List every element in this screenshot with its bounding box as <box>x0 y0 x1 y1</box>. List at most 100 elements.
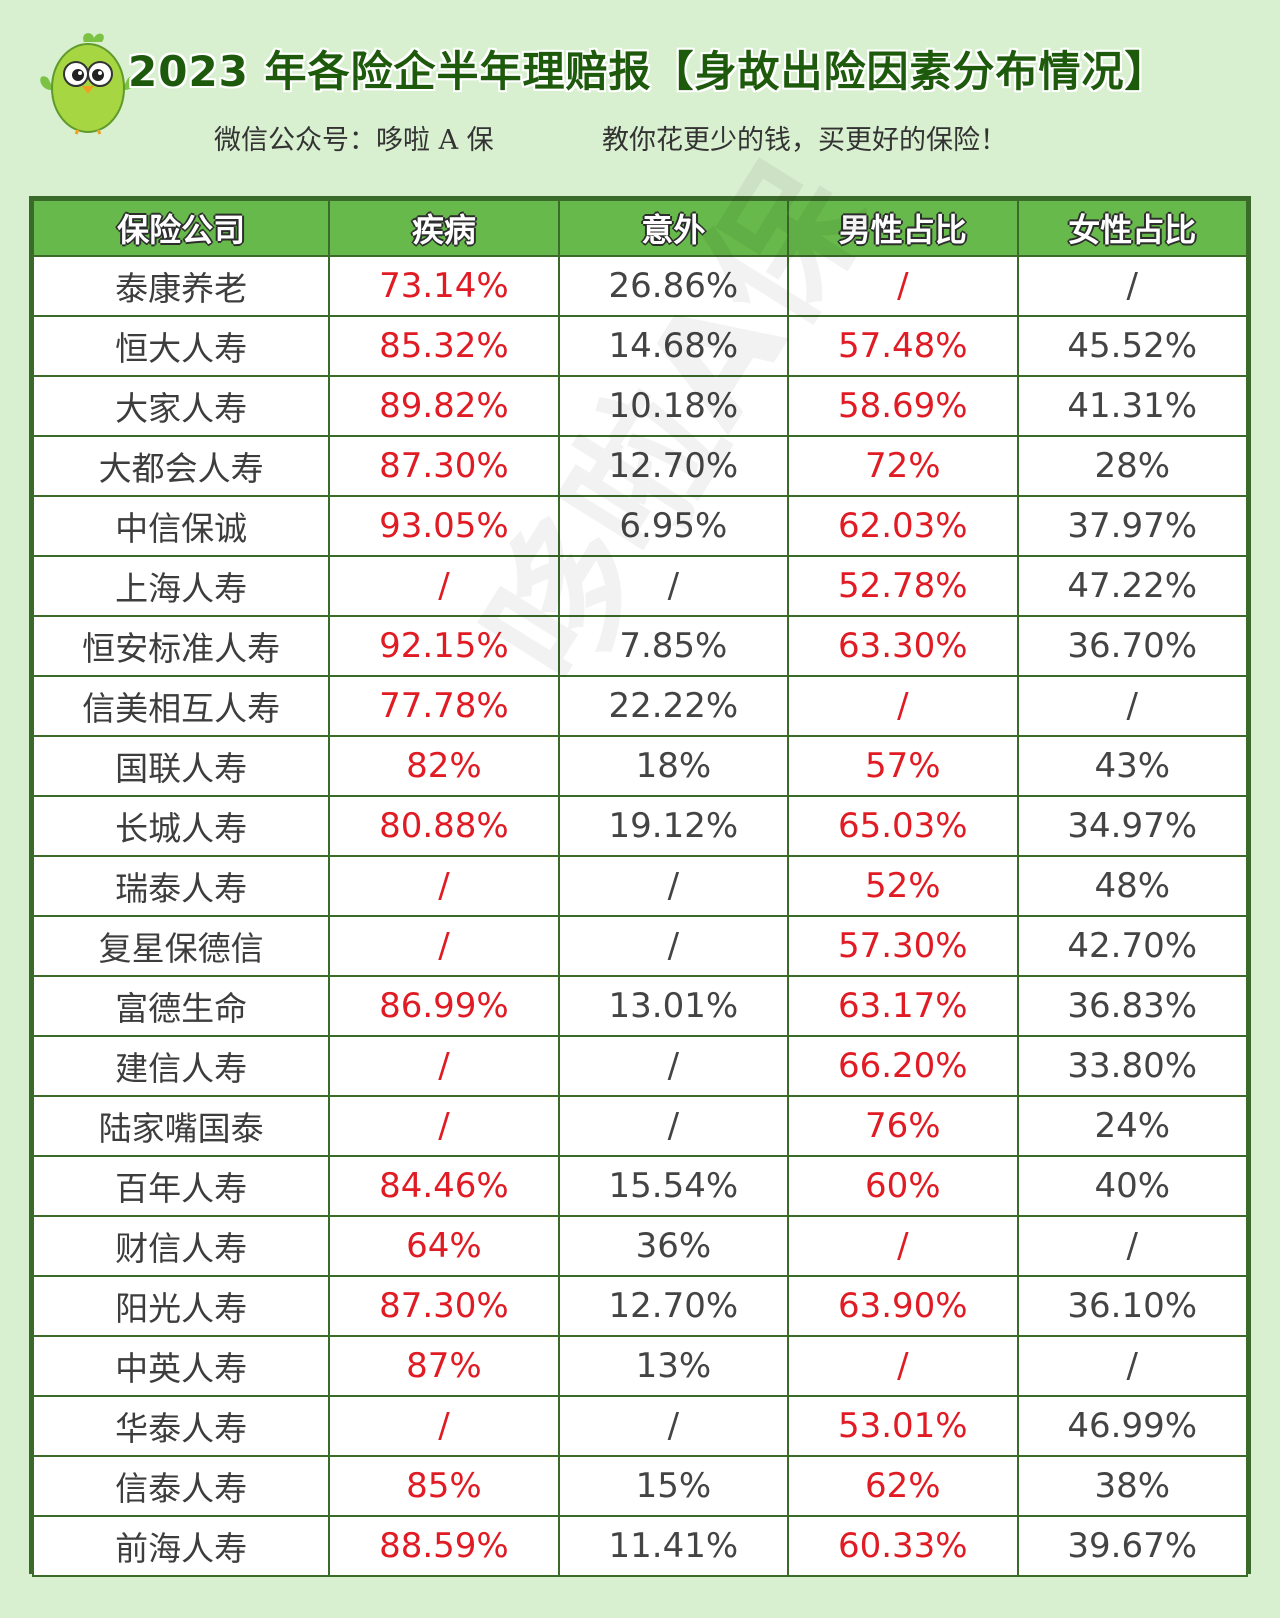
company-name-cell: 中英人寿 <box>31 1335 331 1397</box>
table-row: 恒大人寿 85.32% 14.68% 57.48% 45.52% <box>31 315 1249 377</box>
male-ratio-cell: / <box>787 675 1019 737</box>
male-ratio-cell: / <box>787 255 1019 317</box>
female-ratio-cell: 37.97% <box>1016 495 1249 557</box>
female-ratio-cell: 39.67% <box>1016 1515 1249 1577</box>
table-row: 大家人寿 89.82% 10.18% 58.69% 41.31% <box>31 375 1249 437</box>
disease-ratio-cell: / <box>328 855 560 917</box>
company-name-cell: 恒大人寿 <box>31 315 331 377</box>
company-name-cell: 前海人寿 <box>31 1515 331 1577</box>
disease-ratio-cell: 77.78% <box>328 675 560 737</box>
accident-ratio-cell: / <box>557 855 790 917</box>
company-name-cell: 财信人寿 <box>31 1215 331 1277</box>
table-row: 长城人寿 80.88% 19.12% 65.03% 34.97% <box>31 795 1249 857</box>
female-ratio-cell: 28% <box>1016 435 1249 497</box>
slogan: 教你花更少的钱，买更好的保险！ <box>602 125 1007 156</box>
company-name-cell: 长城人寿 <box>31 795 331 857</box>
company-name-cell: 恒安标准人寿 <box>31 615 331 677</box>
disease-ratio-cell: 64% <box>328 1215 560 1277</box>
male-ratio-cell: 65.03% <box>787 795 1019 857</box>
column-header: 保险公司 <box>31 199 331 257</box>
disease-ratio-cell: 92.15% <box>328 615 560 677</box>
disease-ratio-cell: / <box>328 915 560 977</box>
disease-ratio-cell: 80.88% <box>328 795 560 857</box>
male-ratio-cell: 72% <box>787 435 1019 497</box>
table-row: 华泰人寿 //53.01% 46.99% <box>31 1395 1249 1457</box>
disease-ratio-cell: 86.99% <box>328 975 560 1037</box>
table-row: 建信人寿 //66.20% 33.80% <box>31 1035 1249 1097</box>
male-ratio-cell: 53.01% <box>787 1395 1019 1457</box>
male-ratio-cell: 57.30% <box>787 915 1019 977</box>
table-row: 百年人寿 84.46% 15.54% 60% 40% <box>31 1155 1249 1217</box>
female-ratio-cell: 42.70% <box>1016 915 1249 977</box>
table-row: 上海人寿 //52.78% 47.22% <box>31 555 1249 617</box>
table-row: 财信人寿 64% 36% / / <box>31 1215 1249 1277</box>
accident-ratio-cell: 13% <box>557 1335 790 1397</box>
table-row: 阳光人寿 87.30% 12.70% 63.90% 36.10% <box>31 1275 1249 1337</box>
accident-ratio-cell: / <box>557 1395 790 1457</box>
male-ratio-cell: 63.90% <box>787 1275 1019 1337</box>
female-ratio-cell: / <box>1016 1215 1249 1277</box>
company-name-cell: 陆家嘴国泰 <box>31 1095 331 1157</box>
table-row: 恒安标准人寿 92.15% 7.85% 63.30% 36.70% <box>31 615 1249 677</box>
company-name-cell: 瑞泰人寿 <box>31 855 331 917</box>
table-row: 信美相互人寿 77.78% 22.22% / / <box>31 675 1249 737</box>
column-header: 意外 <box>557 199 790 257</box>
female-ratio-cell: 38% <box>1016 1455 1249 1517</box>
table-row: 大都会人寿 87.30% 12.70% 72% 28% <box>31 435 1249 497</box>
accident-ratio-cell: 14.68% <box>557 315 790 377</box>
column-header: 男性占比 <box>787 199 1019 257</box>
company-name-cell: 富德生命 <box>31 975 331 1037</box>
claims-table: 保险公司 疾病 意外 男性占比 女性占比 泰康养老 73.14% 26.86% / / 恒… <box>31 199 1249 1577</box>
accident-ratio-cell: 7.85% <box>557 615 790 677</box>
accident-ratio-cell: / <box>557 915 790 977</box>
table-row: 中英人寿 87% 13% / / <box>31 1335 1249 1397</box>
company-name-cell: 大家人寿 <box>31 375 331 437</box>
accident-ratio-cell: 10.18% <box>557 375 790 437</box>
female-ratio-cell: 45.52% <box>1016 315 1249 377</box>
table-row: 复星保德信 //57.30% 42.70% <box>31 915 1249 977</box>
accident-ratio-cell: 13.01% <box>557 975 790 1037</box>
male-ratio-cell: 52% <box>787 855 1019 917</box>
male-ratio-cell: 63.17% <box>787 975 1019 1037</box>
female-ratio-cell: 36.70% <box>1016 615 1249 677</box>
accident-ratio-cell: 15% <box>557 1455 790 1517</box>
table-header-row: 保险公司 疾病 意外 男性占比 女性占比 <box>31 199 1249 257</box>
disease-ratio-cell: 84.46% <box>328 1155 560 1217</box>
accident-ratio-cell: 26.86% <box>557 255 790 317</box>
accident-ratio-cell: / <box>557 555 790 617</box>
female-ratio-cell: / <box>1016 255 1249 317</box>
accident-ratio-cell: / <box>557 1035 790 1097</box>
disease-ratio-cell: 82% <box>328 735 560 797</box>
company-name-cell: 大都会人寿 <box>31 435 331 497</box>
male-ratio-cell: 60% <box>787 1155 1019 1217</box>
disease-ratio-cell: 89.82% <box>328 375 560 437</box>
male-ratio-cell: 57.48% <box>787 315 1019 377</box>
column-header: 女性占比 <box>1016 199 1249 257</box>
female-ratio-cell: 34.97% <box>1016 795 1249 857</box>
accident-ratio-cell: 19.12% <box>557 795 790 857</box>
table-row: 中信保诚 93.05% 6.95% 62.03% 37.97% <box>31 495 1249 557</box>
table-row: 瑞泰人寿 //52% 48% <box>31 855 1249 917</box>
company-name-cell: 信泰人寿 <box>31 1455 331 1517</box>
female-ratio-cell: 33.80% <box>1016 1035 1249 1097</box>
page-title: 2023 年各险企半年理赔报【身故出险因素分布情况】 <box>128 47 1168 96</box>
page-header: 2023 年各险企半年理赔报【身故出险因素分布情况】 微信公众号：哆啦 A 保 … <box>0 0 1280 190</box>
female-ratio-cell: 47.22% <box>1016 555 1249 617</box>
company-name-cell: 信美相互人寿 <box>31 675 331 737</box>
female-ratio-cell: 24% <box>1016 1095 1249 1157</box>
table-row: 陆家嘴国泰 //76% 24% <box>31 1095 1249 1157</box>
table-row: 富德生命 86.99% 13.01% 63.17% 36.83% <box>31 975 1249 1037</box>
male-ratio-cell: 63.30% <box>787 615 1019 677</box>
table-row: 泰康养老 73.14% 26.86% / / <box>31 255 1249 317</box>
disease-ratio-cell: 87.30% <box>328 1275 560 1337</box>
disease-ratio-cell: 87% <box>328 1335 560 1397</box>
female-ratio-cell: 46.99% <box>1016 1395 1249 1457</box>
male-ratio-cell: 57% <box>787 735 1019 797</box>
accident-ratio-cell: 11.41% <box>557 1515 790 1577</box>
table-body: 泰康养老 73.14% 26.86% / / 恒大人寿 85.32% 14.68% 57.48%… <box>31 255 1249 1577</box>
company-name-cell: 华泰人寿 <box>31 1395 331 1457</box>
disease-ratio-cell: / <box>328 1395 560 1457</box>
accident-ratio-cell: 6.95% <box>557 495 790 557</box>
male-ratio-cell: 76% <box>787 1095 1019 1157</box>
company-name-cell: 泰康养老 <box>31 255 331 317</box>
